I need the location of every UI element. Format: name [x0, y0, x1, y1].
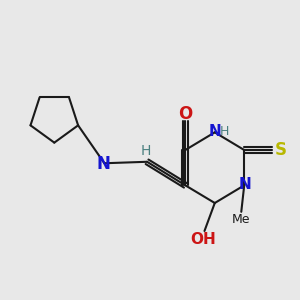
Text: O: O	[178, 105, 193, 123]
Text: OH: OH	[190, 232, 216, 247]
Text: S: S	[275, 141, 287, 159]
Text: H: H	[220, 125, 229, 138]
Text: N: N	[209, 124, 222, 139]
Text: N: N	[238, 177, 251, 192]
Text: N: N	[97, 155, 111, 173]
Text: Me: Me	[232, 213, 250, 226]
Text: H: H	[140, 144, 151, 158]
